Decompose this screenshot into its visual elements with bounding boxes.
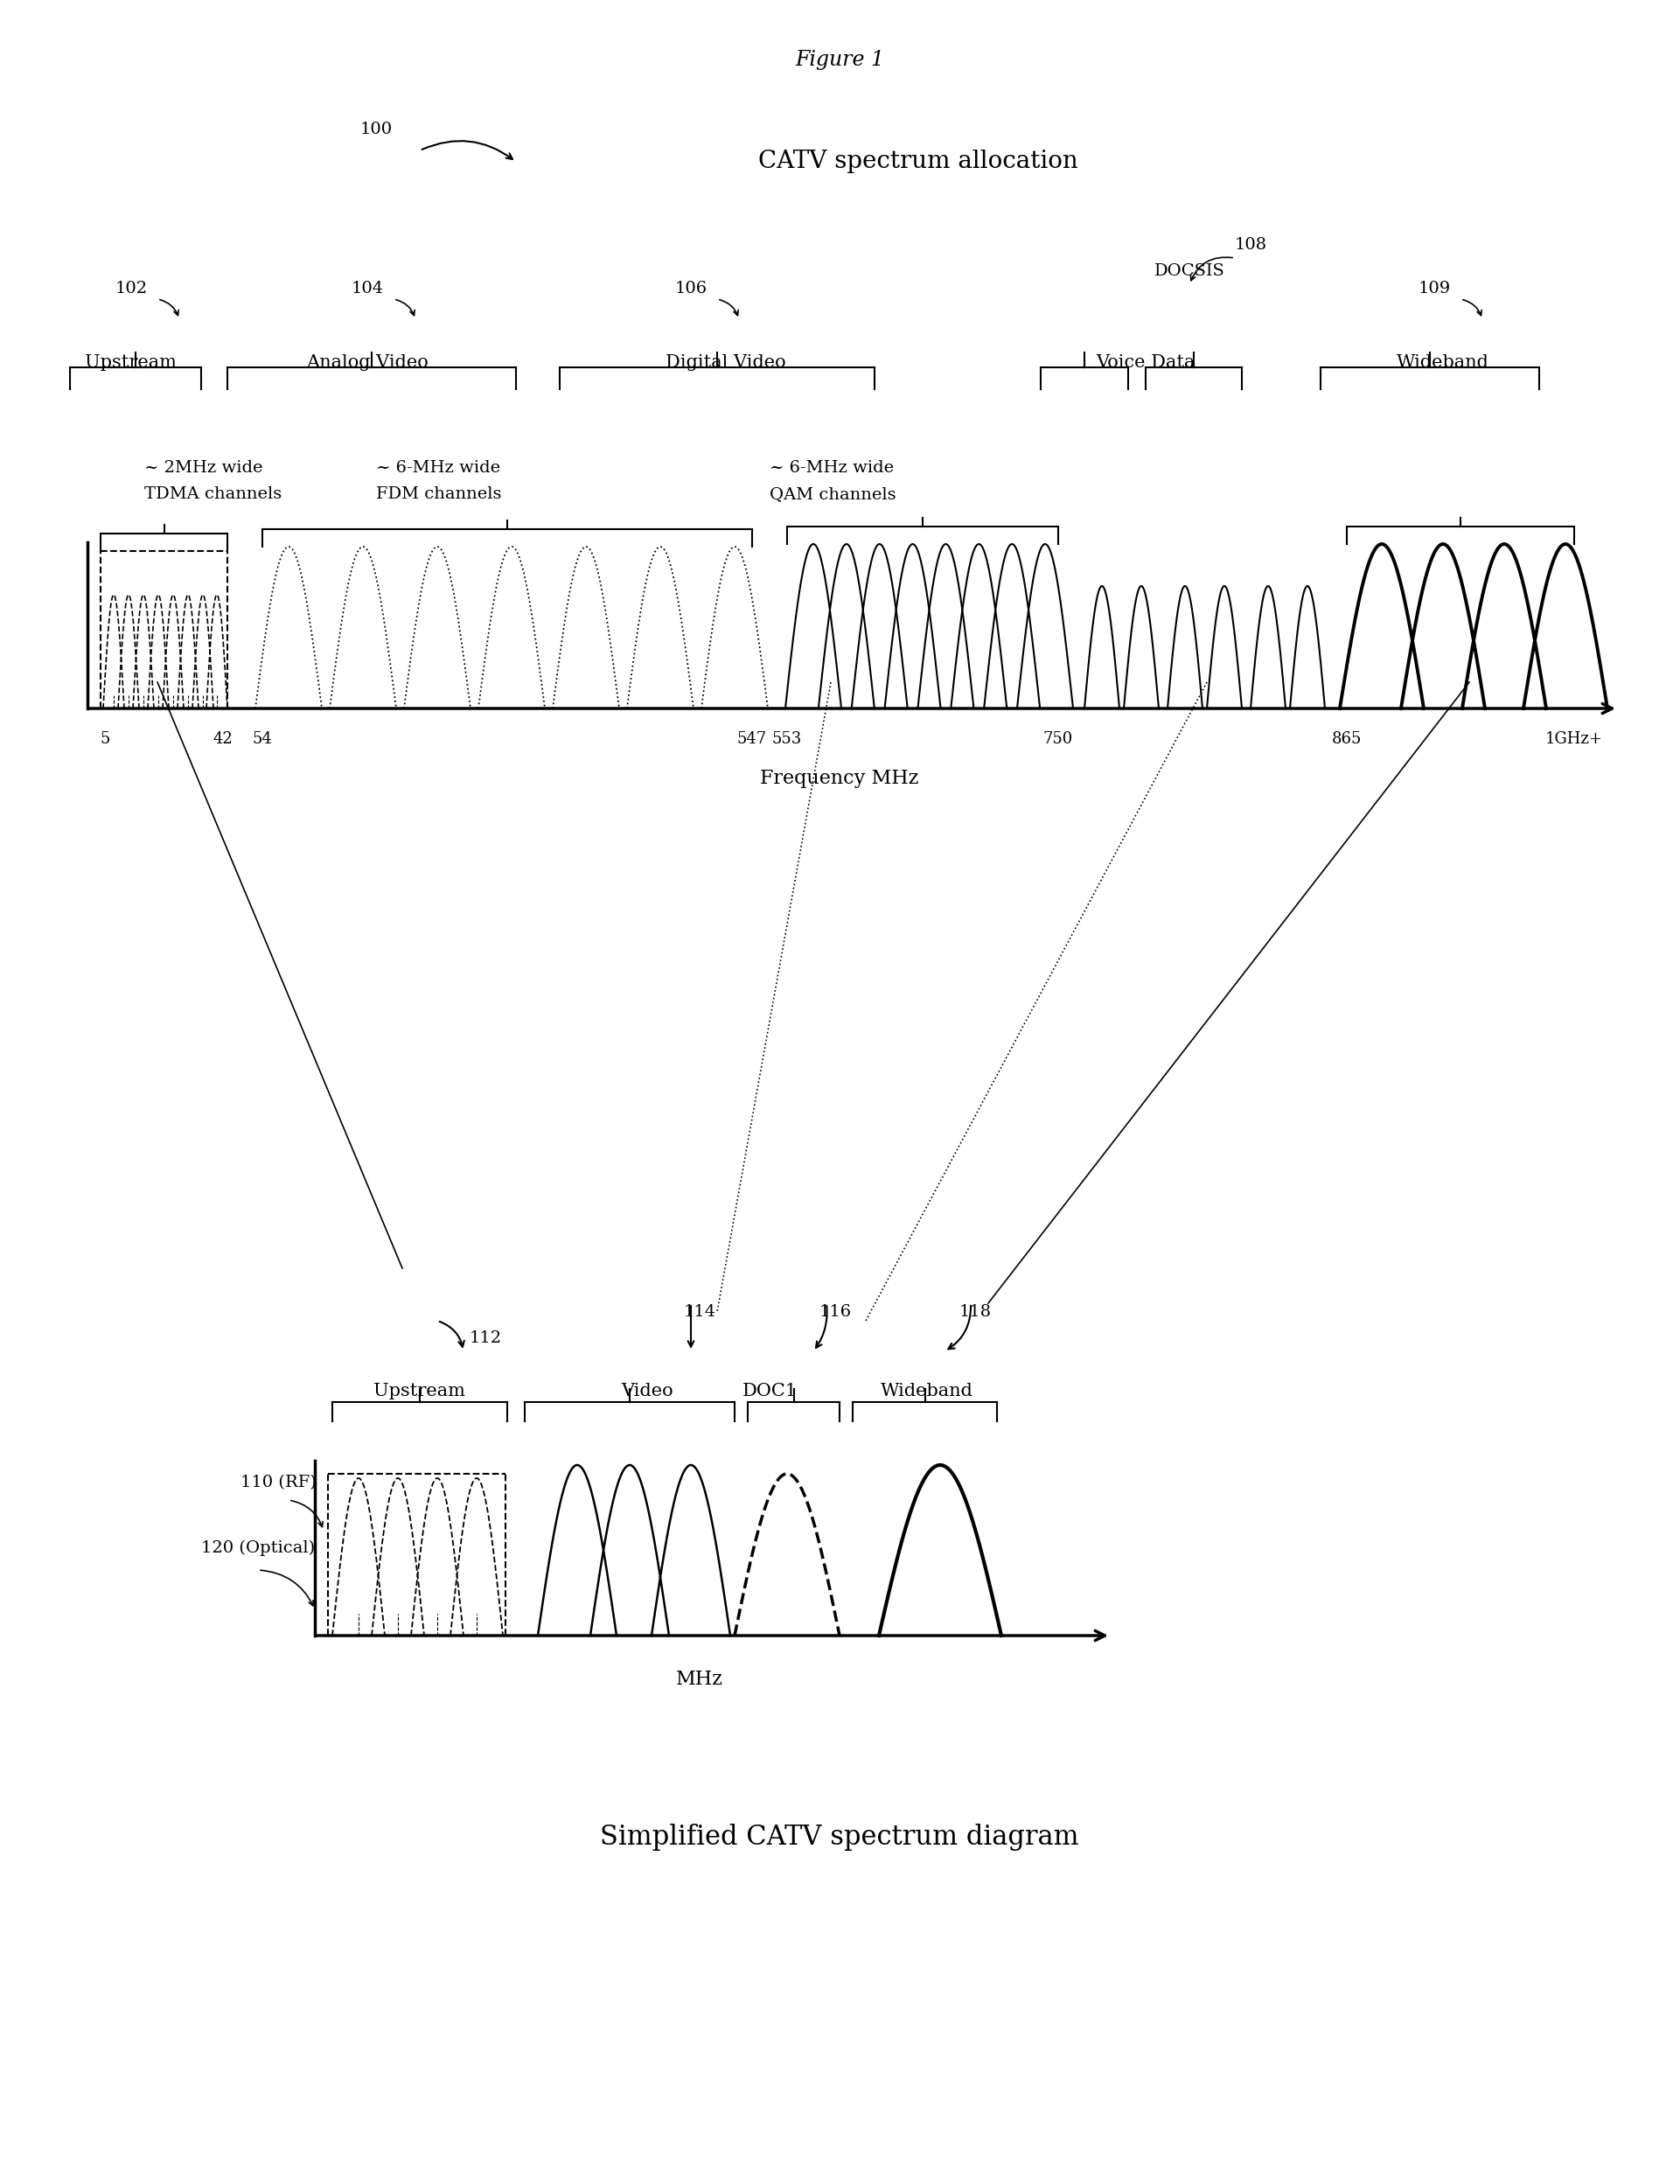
Text: Wideband: Wideband [1396, 354, 1488, 371]
Text: FDM channels: FDM channels [376, 487, 502, 502]
Text: DOCSIS: DOCSIS [1154, 264, 1225, 280]
Text: Simplified CATV spectrum diagram: Simplified CATV spectrum diagram [600, 1824, 1079, 1850]
Text: Voice Data: Voice Data [1095, 354, 1194, 371]
Text: 100: 100 [360, 122, 393, 138]
Text: 112: 112 [469, 1330, 502, 1345]
Text: ~ 6-MHz wide: ~ 6-MHz wide [376, 461, 501, 476]
Text: Upstream: Upstream [86, 354, 176, 371]
Text: 110 (RF): 110 (RF) [240, 1474, 316, 1489]
Text: 5: 5 [101, 732, 109, 747]
Text: 114: 114 [684, 1304, 716, 1319]
Text: 1GHz+: 1GHz+ [1546, 732, 1603, 747]
Text: ~ 6-MHz wide: ~ 6-MHz wide [769, 461, 894, 476]
Text: 54: 54 [252, 732, 272, 747]
Text: Digital Video: Digital Video [665, 354, 786, 371]
Text: Upstream: Upstream [375, 1382, 465, 1400]
Text: 120 (Optical): 120 (Optical) [202, 1540, 314, 1557]
Text: 109: 109 [1418, 282, 1450, 297]
Text: 553: 553 [773, 732, 801, 747]
Text: 42: 42 [213, 732, 234, 747]
Text: Video: Video [622, 1382, 674, 1400]
Text: 108: 108 [1235, 238, 1267, 253]
Text: Wideband: Wideband [880, 1382, 973, 1400]
Text: 104: 104 [351, 282, 383, 297]
Text: 118: 118 [959, 1304, 991, 1319]
Text: TDMA channels: TDMA channels [144, 487, 282, 502]
Text: MHz: MHz [675, 1671, 724, 1688]
Text: 102: 102 [114, 282, 148, 297]
Text: DOC1: DOC1 [743, 1382, 798, 1400]
Text: Frequency MHz: Frequency MHz [759, 769, 919, 788]
Text: 865: 865 [1332, 732, 1362, 747]
Text: QAM channels: QAM channels [769, 487, 895, 502]
Text: Figure 1: Figure 1 [795, 50, 884, 70]
Text: Analog Video: Analog Video [306, 354, 428, 371]
Text: 106: 106 [675, 282, 707, 297]
Text: 547: 547 [738, 732, 768, 747]
Text: 750: 750 [1043, 732, 1074, 747]
Text: CATV spectrum allocation: CATV spectrum allocation [758, 151, 1079, 173]
Text: ~ 2MHz wide: ~ 2MHz wide [144, 461, 262, 476]
Text: 116: 116 [818, 1304, 852, 1319]
